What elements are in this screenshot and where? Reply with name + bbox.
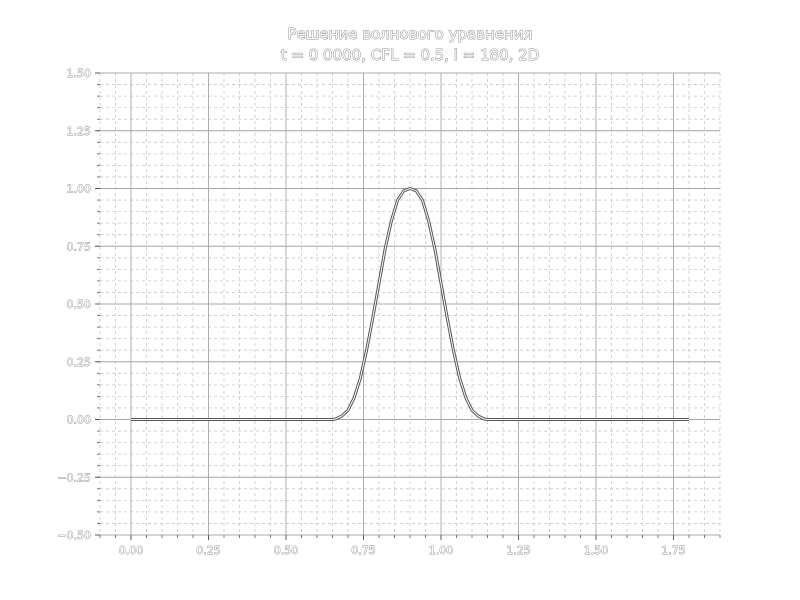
y-tick-label: −0.25 bbox=[57, 471, 91, 484]
x-tick-label: 0.00 bbox=[119, 544, 144, 557]
y-tick-labels: −0.50 −0.25 0.00 0.25 0.50 0.75 1.00 1.25 1.50 bbox=[57, 67, 92, 543]
axis-ticks bbox=[95, 72, 721, 540]
y-tick-label: 0.50 bbox=[67, 298, 92, 311]
series-line bbox=[131, 188, 689, 420]
x-tick-label: 0.25 bbox=[196, 544, 221, 557]
y-tick-label: 1.25 bbox=[67, 125, 92, 138]
x-tick-label: 1.25 bbox=[506, 544, 531, 557]
y-tick-label: 0.00 bbox=[67, 414, 92, 427]
y-tick-label: −0.50 bbox=[57, 529, 91, 542]
chart-title: Решение волнового уравнения bbox=[287, 25, 532, 43]
x-tick-label: 0.75 bbox=[351, 544, 376, 557]
x-tick-labels: 0.00 0.25 0.50 0.75 1.00 1.25 1.50 1.75 bbox=[118, 544, 686, 558]
y-tick-label: 0.75 bbox=[67, 240, 92, 253]
x-tick-label: 1.00 bbox=[429, 544, 454, 557]
y-tick-label: 1.00 bbox=[67, 183, 92, 196]
x-tick-label: 0.50 bbox=[274, 544, 299, 557]
x-tick-label: 1.75 bbox=[661, 544, 686, 557]
chart-subtitle: t = 0 0000, CFL = 0.5, l = 180, 2D bbox=[281, 46, 540, 64]
y-tick-label: 0.25 bbox=[67, 356, 92, 369]
series-layer bbox=[131, 187, 689, 421]
y-tick-label: 1.50 bbox=[67, 67, 92, 80]
x-tick-label: 1.50 bbox=[584, 544, 609, 557]
